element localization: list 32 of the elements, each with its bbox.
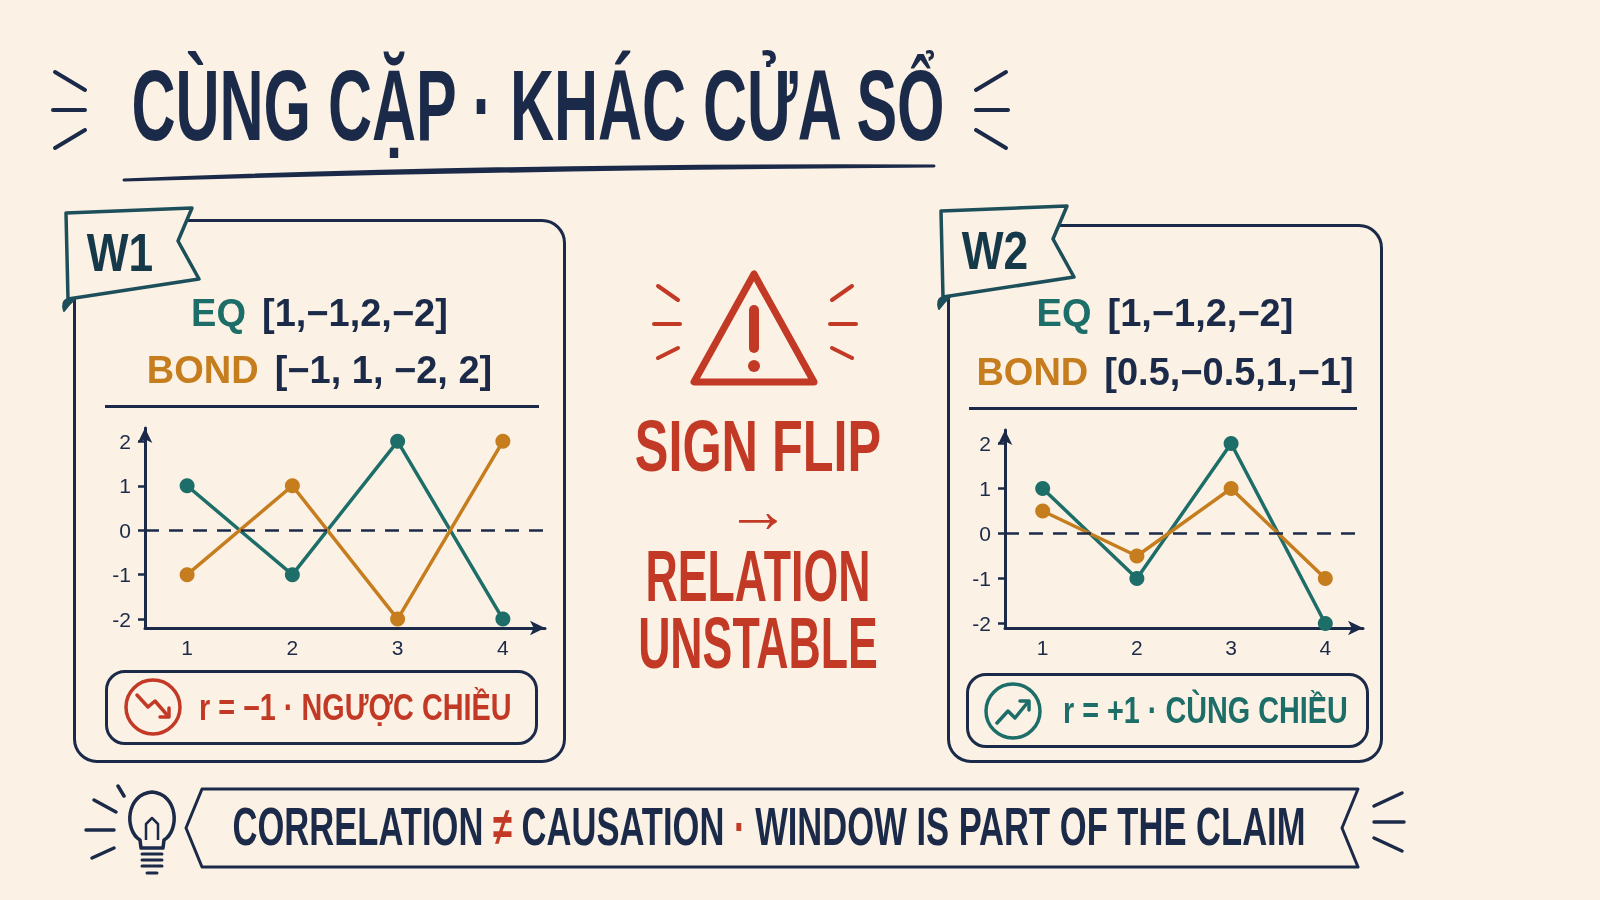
y-tick-label: -1 [972, 567, 991, 590]
text: [−1, 1, −2, 2] [274, 349, 493, 391]
y-tick-label: -1 [112, 563, 131, 587]
text: r = +1 · CÙNG CHIỀU [1063, 690, 1348, 731]
y-tick-label: -2 [972, 612, 991, 635]
y-tick-label: 1 [979, 477, 991, 500]
text: CÙNG CẶP · KHÁC CỬA SỔ [131, 49, 945, 161]
chart-title: W2 [961, 220, 1029, 280]
y-tick-label: 0 [979, 522, 991, 545]
y-tick-label: -2 [112, 607, 131, 631]
x-tick-label: 3 [391, 636, 404, 659]
y-tick-label: 1 [119, 474, 131, 498]
text: CORRELATION ≠ CAUSATION · WINDOW IS PART OF THE CLAIM [232, 795, 1306, 856]
chart-title: W1 [86, 222, 154, 282]
text: EQ [191, 292, 246, 334]
x-tick-label: 4 [497, 636, 510, 659]
x-tick-label: 2 [1131, 636, 1143, 659]
text: [1,−1,2,−2] [262, 292, 448, 334]
text: BOND [146, 349, 259, 391]
y-tick-label: 0 [119, 518, 131, 542]
x-tick-label: 4 [1319, 636, 1332, 659]
text: [0.5,−0.5,1,−1] [1104, 351, 1354, 393]
text: BOND [976, 351, 1089, 393]
text: EQ [1036, 292, 1092, 334]
x-tick-label: 3 [1225, 636, 1237, 659]
x-tick-label: 1 [181, 636, 193, 659]
text: [1,−1,2,−2] [1107, 292, 1294, 334]
x-tick-label: 1 [1036, 636, 1049, 659]
text: r = −1 · NGƯỢC CHIỀU [199, 687, 512, 728]
y-tick-label: 2 [979, 432, 991, 455]
y-tick-label: 2 [119, 429, 131, 453]
x-tick-label: 2 [286, 636, 299, 659]
